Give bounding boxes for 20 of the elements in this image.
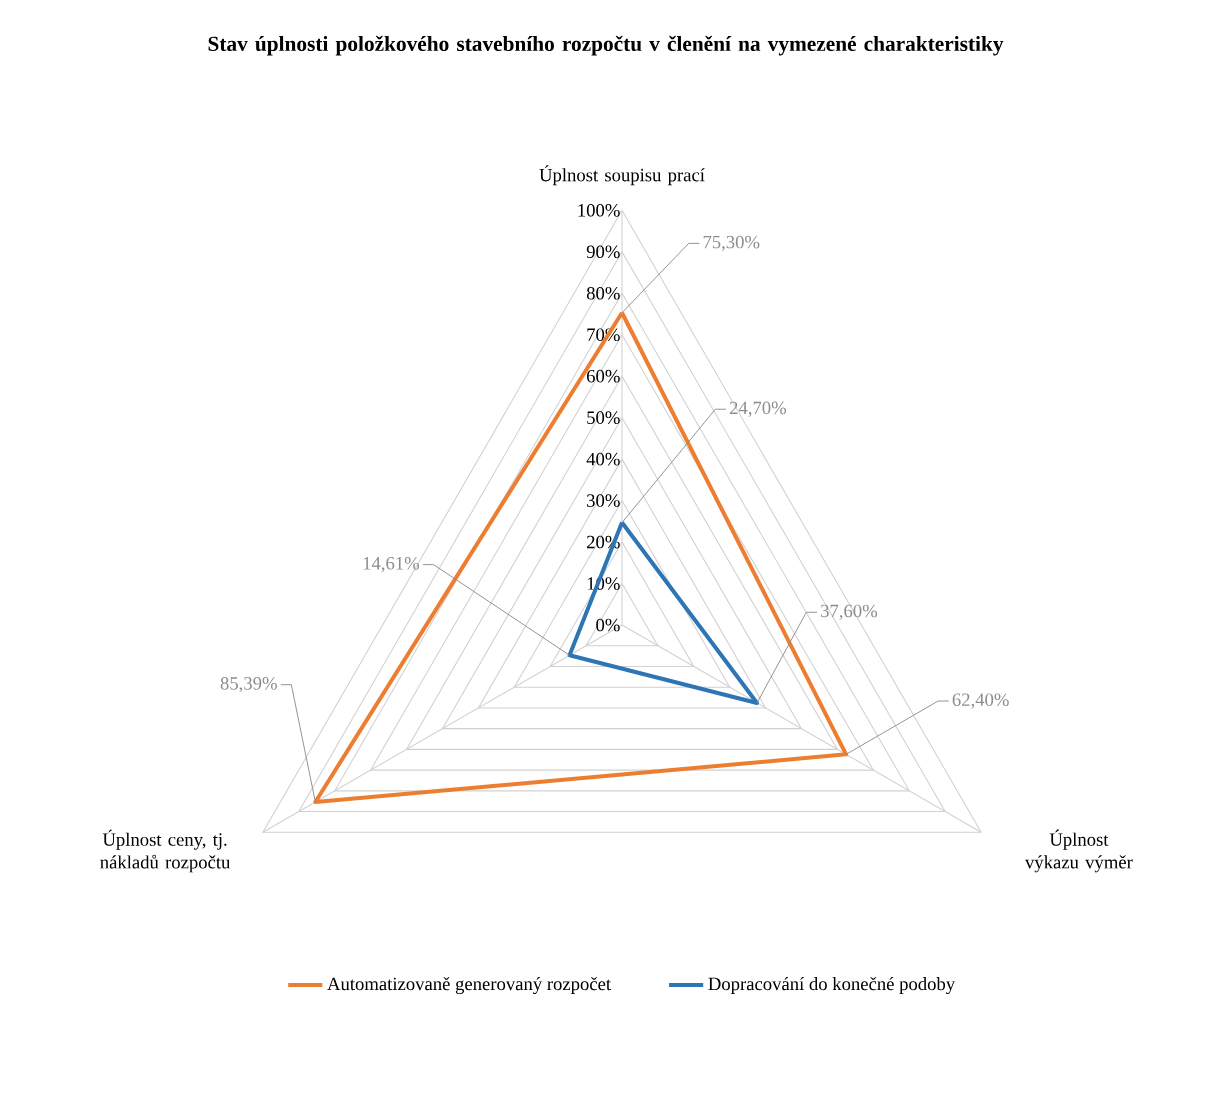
- y-tick-label: 30%: [587, 494, 620, 507]
- data-label: 85,39%: [220, 677, 277, 693]
- spoke-label: Úplnost ceny, tj. nákladů rozpočtu: [100, 829, 231, 873]
- y-tick-label: 40%: [586, 452, 620, 466]
- legend-label: Dopracování do konečné podoby: [708, 977, 956, 995]
- data-label: 37,60%: [821, 604, 878, 620]
- data-label: 62,40%: [952, 693, 1009, 709]
- data-label: 24,70%: [729, 401, 787, 417]
- y-tick-label: 80%: [586, 286, 620, 300]
- y-tick-label: 50%: [587, 411, 620, 424]
- legend-label: Automatizovaně generovaný rozpočet: [327, 977, 611, 995]
- data-label: 75,30%: [703, 235, 760, 252]
- y-tick-label: 60%: [586, 369, 620, 383]
- chart-title: Stav úplnosti položkového stavebního rozpočtu v členění na vymezené charakteristiky: [208, 35, 1004, 56]
- spoke-label: Úplnost výkazu výměr: [1025, 829, 1133, 873]
- y-tick-label: 100%: [578, 203, 620, 217]
- y-tick-label: 0%: [596, 618, 620, 632]
- spoke-label: Úplnost soupisu prací: [539, 165, 705, 186]
- y-tick-label: 90%: [586, 245, 620, 259]
- data-label: 14,61%: [363, 556, 420, 573]
